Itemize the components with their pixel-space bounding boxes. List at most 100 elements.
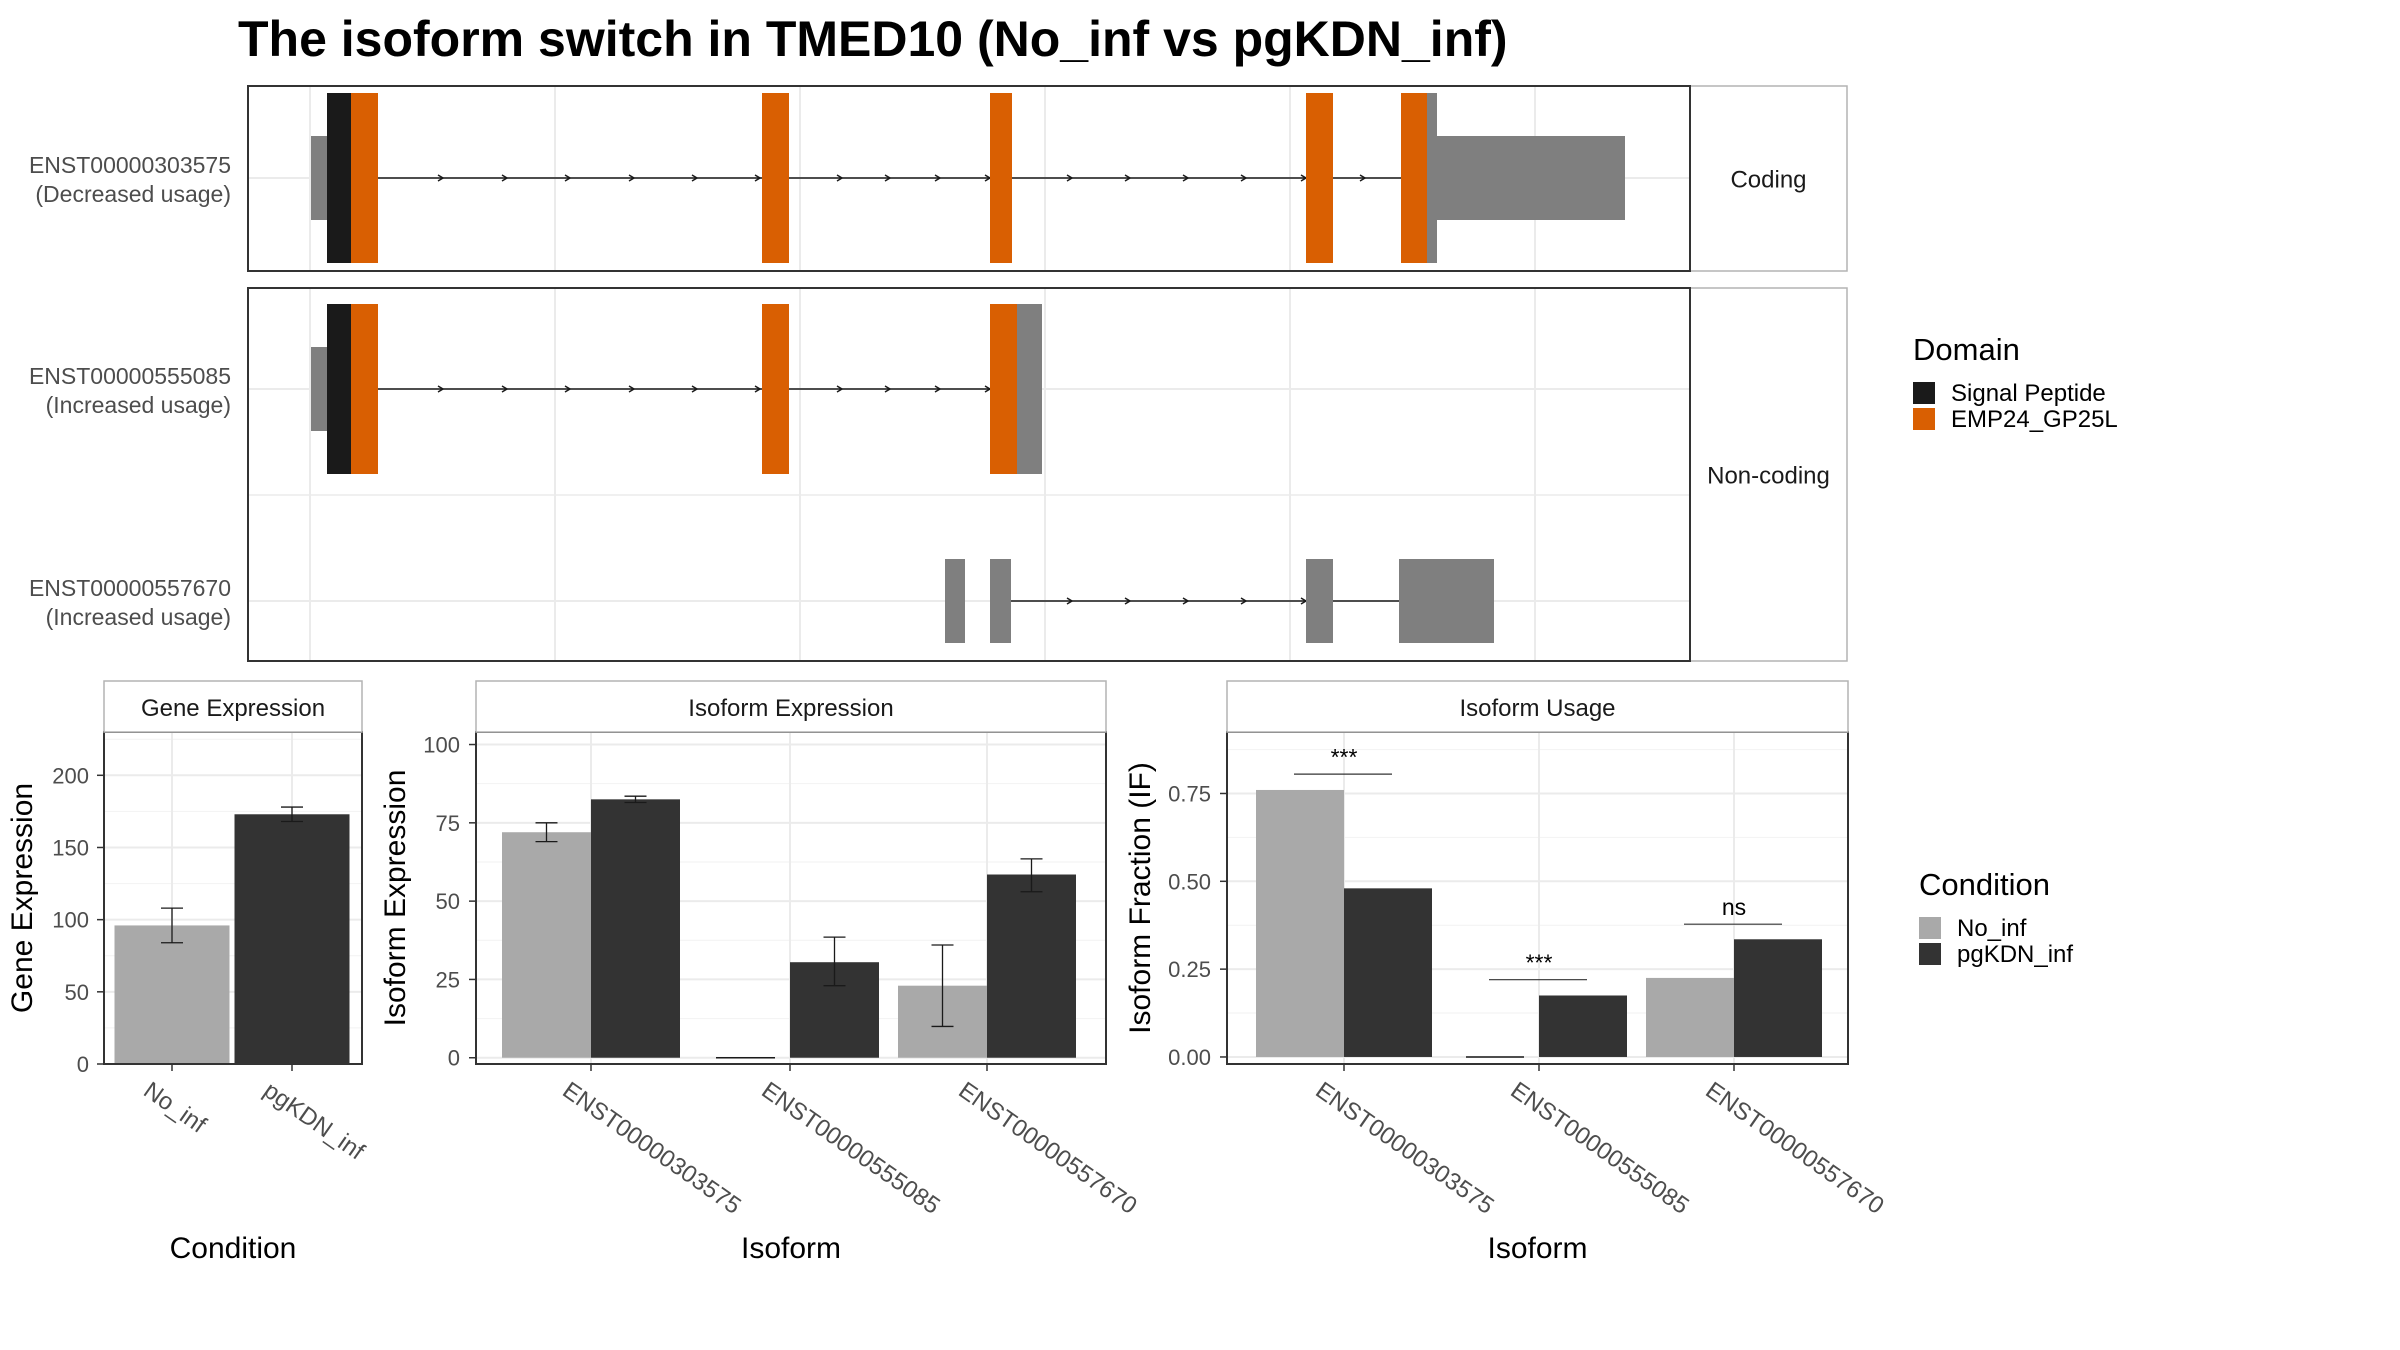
facet-strip bbox=[1689, 85, 1848, 272]
y-tick-label: 50 bbox=[436, 889, 460, 914]
facet-strip-label: Isoform Expression bbox=[688, 695, 893, 722]
intron-arrow bbox=[884, 174, 892, 182]
y-tick-label: 0 bbox=[77, 1052, 89, 1077]
facet-strip bbox=[475, 680, 1107, 733]
y-tick-label: 100 bbox=[52, 908, 89, 933]
emp24-domain bbox=[762, 93, 789, 263]
intron-arrow bbox=[628, 174, 636, 182]
legend-title: Condition bbox=[1919, 867, 2050, 902]
x-tick-label: ENST00000557670 bbox=[1701, 1077, 1889, 1220]
significance-label: *** bbox=[1331, 744, 1358, 770]
emp24-domain bbox=[990, 93, 1012, 263]
intron-arrow bbox=[1066, 174, 1074, 182]
intron-arrow bbox=[836, 385, 844, 393]
bar-panel: Isoform Expression 0 25 50 75 100 ENST00000303… bbox=[379, 680, 1142, 1265]
utr-exon bbox=[990, 559, 1011, 643]
utr-exon bbox=[311, 347, 327, 431]
significance-label: *** bbox=[1526, 950, 1553, 976]
intron-arrow bbox=[1240, 597, 1248, 605]
bar bbox=[1646, 977, 1734, 1057]
signal-peptide-domain bbox=[327, 304, 351, 474]
facet-strip bbox=[1689, 287, 1848, 662]
bar bbox=[1734, 939, 1822, 1057]
y-tick-label: 200 bbox=[52, 763, 89, 788]
x-tick-label: ENST00000557670 bbox=[954, 1077, 1142, 1220]
y-axis-title: Isoform Expression bbox=[379, 770, 412, 1027]
y-tick-label: 0.50 bbox=[1168, 869, 1211, 894]
intron-arrow bbox=[691, 174, 699, 182]
legend-key bbox=[1919, 943, 1941, 965]
utr-exon bbox=[945, 559, 965, 643]
transcript-usage-label: (Increased usage) bbox=[46, 604, 231, 630]
intron-arrow bbox=[501, 385, 509, 393]
intron-arrow bbox=[754, 174, 762, 182]
x-tick-label: ENST00000555085 bbox=[1506, 1077, 1694, 1220]
x-tick-label: pgKDN_inf bbox=[259, 1077, 370, 1166]
intron-arrow bbox=[501, 174, 509, 182]
transcript-panel-border bbox=[247, 85, 1691, 272]
intron-arrow bbox=[1066, 597, 1074, 605]
intron-arrow bbox=[1182, 597, 1190, 605]
facet-strip-label: Coding bbox=[1730, 167, 1806, 194]
y-tick-label: 0.75 bbox=[1168, 781, 1211, 806]
y-tick-label: 25 bbox=[436, 967, 460, 992]
facet-strip-label: Isoform Usage bbox=[1459, 695, 1615, 722]
legend-label: No_inf bbox=[1957, 915, 2027, 942]
x-axis-title: Condition bbox=[170, 1232, 297, 1265]
x-tick-label: ENST00000303575 bbox=[1311, 1077, 1499, 1220]
emp24-domain bbox=[1306, 93, 1333, 263]
intron-arrow bbox=[1124, 597, 1132, 605]
y-tick-label: 0.25 bbox=[1168, 957, 1211, 982]
bar bbox=[1539, 995, 1627, 1057]
x-axis-title: Isoform bbox=[741, 1232, 841, 1265]
emp24-domain bbox=[351, 93, 378, 263]
facet-strip bbox=[103, 680, 363, 733]
utr-exon bbox=[1306, 559, 1333, 643]
bar bbox=[1344, 888, 1432, 1057]
legend-label: Signal Peptide bbox=[1951, 380, 2106, 407]
legend-key bbox=[1913, 382, 1935, 404]
bar bbox=[114, 925, 230, 1064]
intron-arrow bbox=[884, 385, 892, 393]
significance-label: ns bbox=[1722, 894, 1746, 920]
intron-arrow bbox=[1182, 174, 1190, 182]
intron-arrow bbox=[1124, 174, 1132, 182]
intron-arrow bbox=[1240, 174, 1248, 182]
x-axis-title: Isoform bbox=[1487, 1232, 1587, 1265]
facet-strip bbox=[1226, 680, 1849, 733]
transcript-usage-label: (Increased usage) bbox=[46, 392, 231, 418]
transcript-usage-label: (Decreased usage) bbox=[35, 181, 231, 207]
transcript-panel-border bbox=[247, 287, 1691, 662]
legend-label: EMP24_GP25L bbox=[1951, 406, 2118, 433]
facet-strip-label: Non-coding bbox=[1707, 463, 1830, 490]
y-tick-label: 100 bbox=[423, 733, 460, 758]
bar bbox=[502, 832, 591, 1058]
transcript-id-label: ENST00000557670 bbox=[29, 575, 231, 601]
y-axis-title: Gene Expression bbox=[6, 783, 39, 1013]
legend-title: Domain bbox=[1913, 332, 2020, 367]
x-tick-label: ENST00000555085 bbox=[757, 1077, 945, 1220]
emp24-domain bbox=[351, 304, 378, 474]
bar bbox=[234, 814, 350, 1064]
x-tick-label: No_inf bbox=[139, 1077, 212, 1139]
utr-exon bbox=[1399, 559, 1494, 643]
intron-arrow bbox=[437, 385, 445, 393]
bar bbox=[591, 799, 680, 1058]
bar bbox=[1256, 789, 1344, 1057]
transcript-panels: Coding Non-coding ENST00000303575 (Decrease… bbox=[29, 85, 1848, 662]
y-tick-label: 150 bbox=[52, 835, 89, 860]
intron-arrow bbox=[754, 385, 762, 393]
intron-arrow bbox=[934, 385, 942, 393]
x-tick-label: ENST00000303575 bbox=[558, 1077, 746, 1220]
intron-arrow bbox=[564, 174, 572, 182]
utr-exon bbox=[1437, 136, 1625, 220]
bar-panels: Gene Expression 0 50 100 150 200 No_inf pgKDN_i… bbox=[6, 680, 1889, 1265]
intron-arrow bbox=[628, 385, 636, 393]
legend-key bbox=[1919, 917, 1941, 939]
facet-strip-label: Gene Expression bbox=[141, 695, 325, 722]
transcript-id-label: ENST00000303575 bbox=[29, 152, 231, 178]
y-tick-label: 0 bbox=[448, 1046, 460, 1071]
